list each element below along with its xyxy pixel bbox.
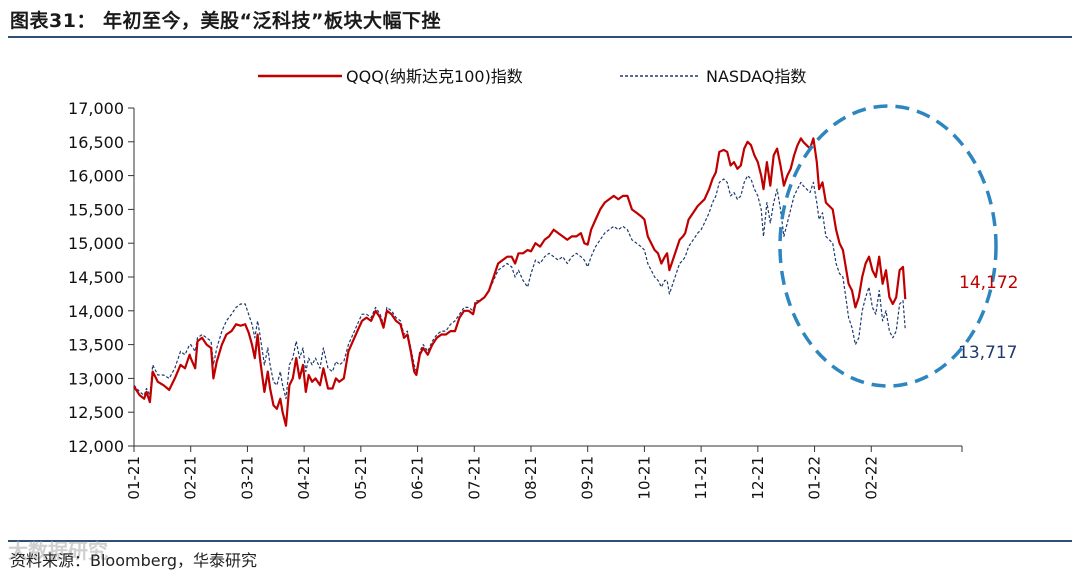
- y-tick-label: 14,500: [68, 268, 124, 287]
- y-tick-label: 15,500: [68, 200, 124, 219]
- x-tick-label: 11-21: [692, 456, 710, 500]
- source-note: 资料来源：Bloomberg，华泰研究: [10, 551, 258, 570]
- x-tick-label: 08-21: [522, 456, 540, 500]
- legend-qqq-label: QQQ(纳斯达克100)指数: [346, 67, 523, 86]
- x-tick-label: 04-21: [295, 456, 313, 500]
- line-chart: QQQ(纳斯达克100)指数 NASDAQ指数 12,000 12,500 13,0…: [68, 67, 1018, 500]
- x-tick-label: 03-21: [238, 456, 256, 500]
- y-tick-label: 12,500: [68, 403, 124, 422]
- qqq-end-value: 14,172: [959, 273, 1018, 293]
- x-tick-label: 07-21: [465, 456, 483, 500]
- y-tick-label: 12,000: [68, 437, 124, 456]
- x-tick-label: 09-21: [579, 456, 597, 500]
- highlight-ellipse: [778, 104, 998, 388]
- x-tick-label: 01-21: [125, 456, 143, 500]
- series-line-qqq: [133, 137, 907, 427]
- y-tick-label: 16,500: [68, 133, 124, 152]
- nasdaq-end-value: 13,717: [958, 343, 1017, 363]
- legend: QQQ(纳斯达克100)指数 NASDAQ指数: [258, 67, 806, 86]
- legend-nasdaq-label: NASDAQ指数: [706, 67, 806, 86]
- figure-title: 图表31： 年初至今，美股“泛科技”板块大幅下挫: [10, 10, 442, 32]
- y-tick-label: 13,500: [68, 336, 124, 355]
- x-tick-label: 02-21: [182, 456, 200, 500]
- x-tick-label: 01-22: [806, 456, 824, 500]
- y-tick-label: 15,000: [68, 234, 124, 253]
- x-tick-label: 10-21: [635, 456, 653, 500]
- y-tick-label: 13,000: [68, 369, 124, 388]
- x-tick-label: 06-21: [409, 456, 427, 500]
- watermark: 大数据研究: [8, 539, 108, 563]
- x-tick-label: 02-22: [862, 456, 880, 500]
- y-axis: 12,000 12,500 13,000 13,500 14,000 14,500 15,0…: [68, 99, 135, 456]
- x-tick-label: 12-21: [749, 456, 767, 500]
- series-group: [133, 137, 907, 427]
- x-axis: 01-21 02-21 03-21 04-21 05-21 06-21 07-21 08-21…: [125, 445, 963, 500]
- bottom-rule: [8, 540, 1072, 542]
- top-rule: [8, 36, 1072, 38]
- y-tick-label: 14,000: [68, 302, 124, 321]
- y-tick-label: 17,000: [68, 99, 124, 118]
- x-tick-label: 05-21: [352, 456, 370, 500]
- y-tick-label: 16,000: [68, 167, 124, 186]
- series-line-nasdaq: [133, 175, 906, 400]
